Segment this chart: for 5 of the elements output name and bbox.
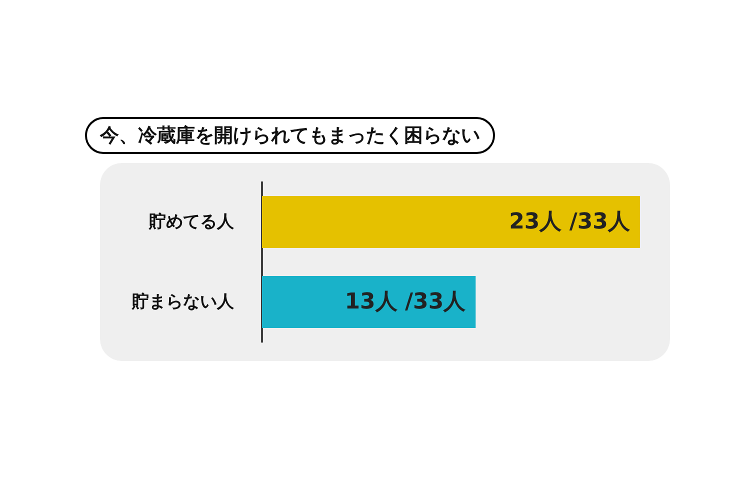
y-tick-label: 貯まらない人 [131,292,235,312]
chart-title: 今、冷蔵庫を開けられてもまったく困らない [99,124,480,146]
data-label: 23人 /33人 [509,210,631,234]
data-label: 13人 /33人 [344,290,467,314]
y-tick-label: 貯めてる人 [148,212,235,232]
